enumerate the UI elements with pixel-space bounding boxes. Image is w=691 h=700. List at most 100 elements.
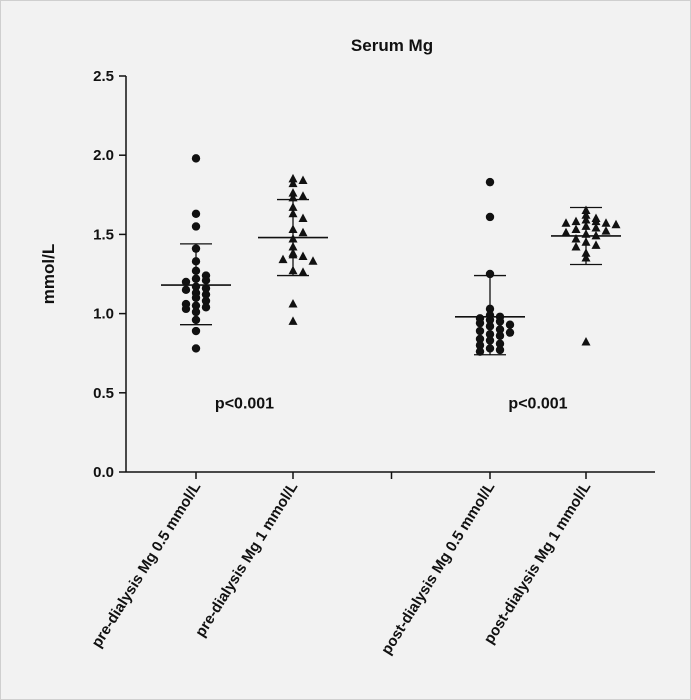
data-point [288, 316, 298, 325]
p-value-annotation: p<0.001 [215, 395, 274, 412]
data-point [571, 216, 581, 226]
data-point [298, 175, 308, 184]
data-point [298, 227, 308, 237]
data-point [191, 301, 201, 310]
data-point [495, 339, 505, 348]
data-point [581, 337, 591, 346]
data-point [278, 254, 288, 264]
data-point [581, 205, 591, 215]
data-point [288, 208, 298, 218]
data-point [591, 222, 601, 232]
data-point [561, 218, 571, 227]
data-point [581, 221, 591, 230]
data-point [201, 290, 211, 299]
data-point [495, 325, 505, 334]
data-point [288, 249, 298, 259]
data-point [201, 296, 211, 306]
y-tick-label: 1.0 [93, 306, 114, 323]
data-point [485, 336, 495, 345]
y-axis-label: mmol/L [39, 244, 58, 304]
data-point [581, 253, 591, 262]
data-point [475, 334, 485, 344]
data-point [288, 241, 298, 251]
data-point [581, 237, 591, 246]
data-point [495, 331, 505, 340]
data-point [485, 304, 495, 314]
data-point [191, 293, 201, 302]
data-point [581, 215, 591, 224]
data-point [581, 210, 591, 219]
data-point [191, 274, 201, 283]
data-point [191, 307, 201, 317]
data-point [288, 192, 298, 202]
x-tick-label: post-dialysis Mg 1 mmol/L [481, 479, 595, 647]
data-point [201, 303, 211, 312]
data-point [191, 244, 201, 253]
data-point [505, 320, 515, 329]
data-point [475, 347, 485, 356]
data-point [601, 218, 611, 227]
chart-title: Serum Mg [351, 36, 433, 55]
data-point [181, 304, 191, 314]
data-point [475, 341, 485, 350]
data-point [571, 241, 581, 251]
data-point [591, 216, 601, 226]
data-point [191, 222, 201, 231]
data-point [485, 344, 495, 353]
data-point [581, 229, 591, 238]
y-tick-label: 2.5 [93, 68, 114, 85]
data-point [288, 298, 298, 308]
data-point [298, 251, 308, 260]
data-point [485, 212, 495, 222]
data-point [191, 344, 201, 353]
data-point [191, 257, 201, 266]
data-point [591, 240, 601, 249]
data-point [495, 317, 505, 326]
data-point [191, 154, 201, 163]
data-point [485, 315, 495, 325]
y-tick-label: 1.5 [93, 226, 114, 243]
data-point [485, 329, 495, 339]
data-point [485, 322, 495, 331]
data-point [571, 224, 581, 234]
data-point [288, 178, 298, 188]
data-point [191, 315, 201, 325]
data-point [181, 277, 191, 287]
series-2 [258, 173, 328, 325]
data-point [288, 224, 298, 234]
data-point [571, 234, 581, 243]
data-point [308, 256, 318, 265]
data-point [298, 267, 308, 276]
axes [119, 75, 655, 479]
y-tick-labels: 0.0 0.5 1.0 1.5 2.0 2.5 [93, 68, 114, 481]
series-3 [455, 177, 525, 356]
data-point [181, 285, 191, 295]
data-point [495, 345, 505, 355]
series-4 [551, 205, 621, 346]
data-point [191, 209, 201, 219]
data-point [201, 276, 211, 285]
data-point [191, 266, 201, 276]
data-point [505, 328, 515, 337]
data-point [581, 248, 591, 257]
data-point [288, 234, 298, 243]
data-point [475, 318, 485, 328]
data-point [611, 219, 621, 229]
y-tick-label: 0.0 [93, 464, 114, 481]
x-tick-label: post-dialysis Mg 0.5 mmol/L [378, 479, 498, 658]
data-point [561, 227, 571, 237]
data-point [298, 191, 308, 200]
data-point [298, 213, 308, 222]
data-point [485, 269, 495, 279]
data-marks [161, 154, 621, 356]
p-value-annotation: p<0.001 [508, 395, 567, 412]
data-point [191, 282, 201, 291]
y-tick-label: 2.0 [93, 147, 114, 164]
y-tick-label: 0.5 [93, 385, 114, 402]
annotations: p<0.001 p<0.001 [215, 395, 568, 412]
data-point [201, 284, 211, 293]
data-point [475, 326, 485, 336]
data-point [191, 326, 201, 336]
